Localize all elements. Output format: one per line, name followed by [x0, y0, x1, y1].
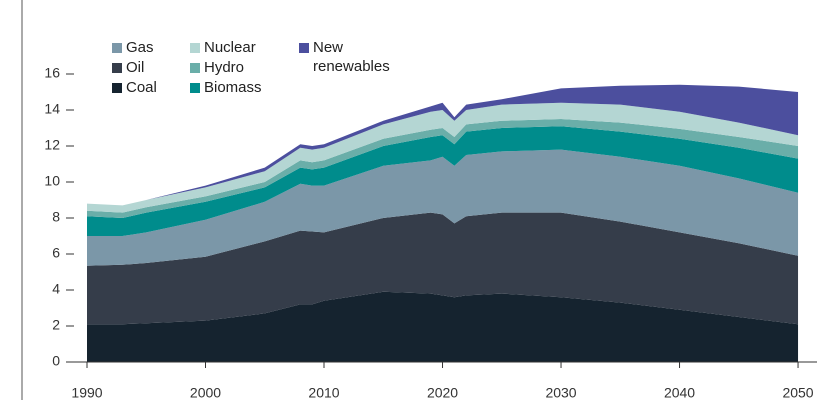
legend-swatch — [112, 43, 122, 53]
legend-label: New renewables — [313, 39, 390, 75]
legend-item: Hydro — [190, 58, 244, 77]
x-tick-label: 2030 — [545, 385, 576, 400]
area — [87, 119, 799, 218]
y-tick-label: 8 — [52, 209, 60, 225]
y-tick-label: 12 — [44, 137, 60, 153]
legend-label: Oil — [126, 59, 145, 76]
x-tick-label: 2020 — [427, 385, 458, 400]
x-tick-label: 2050 — [782, 385, 813, 400]
x-tick-label: 2040 — [664, 385, 695, 400]
area — [87, 291, 799, 362]
x-tick-label: 2000 — [190, 385, 221, 400]
area — [87, 102, 799, 213]
y-tick-label: 2 — [52, 317, 60, 333]
y-tick-label: 4 — [52, 281, 60, 297]
x-tick-label: 2010 — [308, 385, 339, 400]
legend-swatch — [299, 43, 309, 53]
legend-swatch — [190, 63, 200, 73]
legend-label: Biomass — [204, 79, 262, 96]
x-tick-label: 1990 — [71, 385, 102, 400]
legend-swatch — [112, 83, 122, 93]
legend-item: Biomass — [190, 78, 262, 97]
y-tick-label: 6 — [52, 245, 60, 261]
legend-label: Hydro — [204, 59, 245, 76]
legend-item: Oil — [112, 58, 144, 77]
area — [87, 212, 799, 325]
y-tick-label: 0 — [52, 353, 60, 369]
area — [87, 126, 799, 236]
area — [87, 149, 799, 266]
y-tick-label: 16 — [44, 65, 60, 81]
legend-item: Coal — [112, 78, 157, 97]
legend-item: New renewables — [299, 38, 409, 76]
area — [87, 84, 799, 206]
y-tick-label: 14 — [44, 101, 60, 117]
legend-swatch — [190, 83, 200, 93]
legend-label: Gas — [126, 39, 154, 56]
legend-swatch — [112, 63, 122, 73]
legend-swatch — [190, 43, 200, 53]
legend-label: Nuclear — [204, 39, 256, 56]
legend-item: Gas — [112, 38, 154, 57]
y-tick-label: 10 — [44, 173, 60, 189]
legend-item: Nuclear — [190, 38, 256, 57]
legend-label: Coal — [126, 79, 157, 96]
